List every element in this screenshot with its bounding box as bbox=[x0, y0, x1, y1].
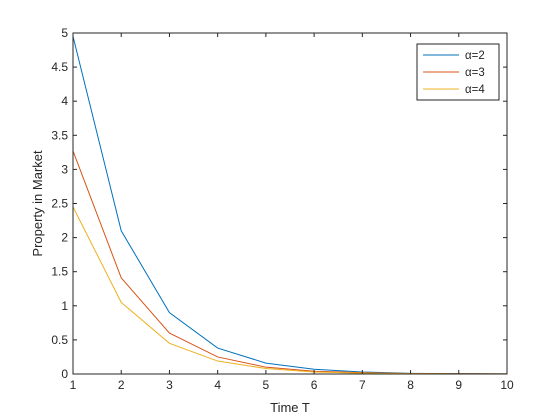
y-tick-label: 4 bbox=[61, 94, 68, 108]
y-tick-label: 4.5 bbox=[51, 60, 68, 74]
y-tick-label: 5 bbox=[61, 26, 68, 40]
x-tick-label: 3 bbox=[166, 378, 173, 392]
x-tick-label: 6 bbox=[311, 378, 318, 392]
x-tick-label: 8 bbox=[407, 378, 414, 392]
y-tick-label: 3 bbox=[61, 162, 68, 176]
ticks-layer: 1 2 3 4 5 6 7 8 9 10 0 0.5 1 1.5 2 2.5 3 3.5 4 4.5 5 bbox=[51, 26, 514, 392]
y-tick-label: 2 bbox=[61, 231, 68, 245]
y-tick-label: 1.5 bbox=[51, 265, 68, 279]
x-tick-label: 5 bbox=[263, 378, 270, 392]
x-tick-label: 1 bbox=[70, 378, 77, 392]
x-tick-label: 2 bbox=[118, 378, 125, 392]
x-tick-label: 7 bbox=[359, 378, 366, 392]
y-tick-label: 2.5 bbox=[51, 197, 68, 211]
x-axis-title: Time T bbox=[270, 400, 310, 415]
x-tick-label: 10 bbox=[500, 378, 514, 392]
y-tick-label: 0.5 bbox=[51, 333, 68, 347]
x-tick-label: 9 bbox=[455, 378, 462, 392]
legend: α=2 α=3 α=4 bbox=[416, 43, 500, 101]
legend-label: α=3 bbox=[465, 67, 485, 79]
y-tick-label: 0 bbox=[61, 367, 68, 381]
legend-label: α=4 bbox=[465, 84, 485, 96]
x-tick-label: 4 bbox=[214, 378, 221, 392]
legend-label: α=2 bbox=[465, 50, 485, 62]
y-tick-label: 1 bbox=[61, 299, 68, 313]
y-axis-title: Property in Market bbox=[30, 150, 45, 257]
y-tick-label: 3.5 bbox=[51, 128, 68, 142]
